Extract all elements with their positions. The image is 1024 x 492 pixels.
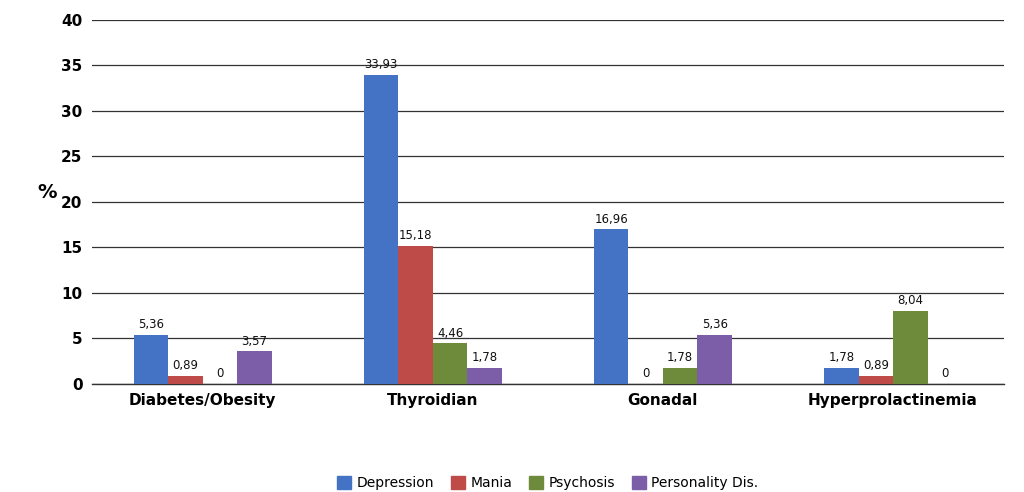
Bar xyxy=(238,351,271,384)
Bar xyxy=(168,376,203,384)
Legend: Depression, Mania, Psychosis, Personality Dis.: Depression, Mania, Psychosis, Personalit… xyxy=(332,471,764,492)
Bar xyxy=(663,368,697,384)
Text: 16,96: 16,96 xyxy=(594,213,628,226)
Bar xyxy=(824,368,858,384)
Bar xyxy=(893,310,928,384)
Text: 0,89: 0,89 xyxy=(172,359,199,372)
Bar xyxy=(433,343,467,384)
Text: 15,18: 15,18 xyxy=(398,229,432,242)
Bar xyxy=(594,229,629,384)
Text: 5,36: 5,36 xyxy=(138,318,164,331)
Text: 33,93: 33,93 xyxy=(365,58,397,71)
Y-axis label: %: % xyxy=(38,183,57,202)
Text: 0: 0 xyxy=(216,367,223,380)
Text: 1,78: 1,78 xyxy=(828,351,854,364)
Text: 0,89: 0,89 xyxy=(863,359,889,372)
Bar xyxy=(364,75,398,384)
Bar xyxy=(133,335,168,384)
Text: 3,57: 3,57 xyxy=(242,335,267,348)
Text: 5,36: 5,36 xyxy=(701,318,728,331)
Text: 0: 0 xyxy=(642,367,649,380)
Text: 1,78: 1,78 xyxy=(667,351,693,364)
Bar xyxy=(398,246,433,384)
Text: 0: 0 xyxy=(941,367,948,380)
Text: 8,04: 8,04 xyxy=(897,294,924,307)
Bar xyxy=(467,368,502,384)
Bar xyxy=(858,376,893,384)
Text: 1,78: 1,78 xyxy=(471,351,498,364)
Bar xyxy=(697,335,732,384)
Text: 4,46: 4,46 xyxy=(437,327,463,339)
